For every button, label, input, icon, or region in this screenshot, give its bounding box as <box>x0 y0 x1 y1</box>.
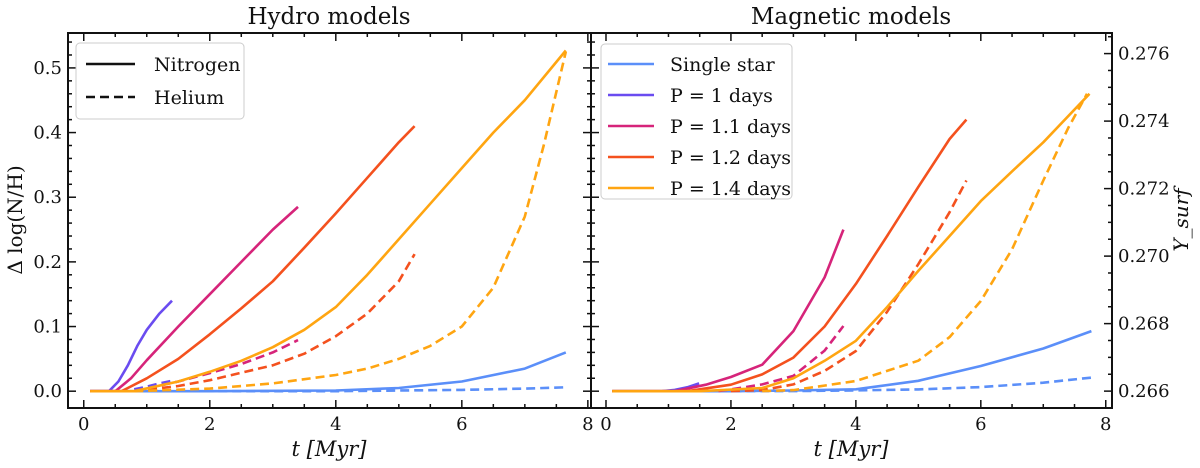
x-tick-label: 6 <box>456 414 467 435</box>
series-p-1-1-days-helium <box>718 325 845 393</box>
legend-label: Helium <box>154 87 224 109</box>
y-right-tick-label: 0.266 <box>1118 381 1170 402</box>
x-tick-label: 8 <box>582 414 593 435</box>
x-tick-label: 4 <box>330 414 341 435</box>
y-tick-label: 0.0 <box>33 381 62 402</box>
series-p-1-4-days-nitrogen <box>612 92 1091 393</box>
series-single-star-helium <box>134 386 566 393</box>
series-p-1-4-days-helium <box>762 93 1089 393</box>
x-tick-label: 2 <box>725 414 736 435</box>
y-tick-label: 0.2 <box>33 252 62 273</box>
xlabel-magnetic: t [Myr] <box>814 437 890 461</box>
y-right-tick-label: 0.274 <box>1118 111 1170 132</box>
xlabel-hydro: t [Myr] <box>292 437 368 461</box>
y-right-tick-label: 0.268 <box>1118 314 1170 335</box>
legend-quantity: Nitrogen Helium <box>75 42 245 120</box>
series-p-1-4-days-helium <box>134 51 568 393</box>
y-right-tick-label: 0.276 <box>1118 44 1170 65</box>
legend-label: P = 1.4 days <box>670 178 791 200</box>
y-tick-label: 0.4 <box>33 123 62 144</box>
y-tick-label: 0.3 <box>33 187 62 208</box>
y-tick-label: 0.5 <box>33 58 62 79</box>
legend-label: Nitrogen <box>154 54 241 76</box>
panel-magnetic: 0 2 4 6 8 0.266 0.268 0.270 0.272 0.274 0.276 <box>590 32 1170 435</box>
x-tick-label: 6 <box>975 414 986 435</box>
axes-frame <box>590 32 1113 409</box>
series-p-1-days-nitrogen <box>90 299 173 393</box>
series-p-1-2-days-helium <box>730 179 968 393</box>
y-right-tick-label: 0.272 <box>1118 179 1170 200</box>
series-p-1-1-days-nitrogen <box>90 205 299 393</box>
legend-label: Single star <box>670 54 776 76</box>
ylabel-right: Y_surf <box>1169 185 1193 252</box>
legend-box <box>600 43 793 200</box>
series-p-1-1-days-nitrogen <box>612 229 845 393</box>
x-tick-label: 0 <box>78 414 89 435</box>
series-p-1-2-days-nitrogen <box>90 125 416 393</box>
series-p-1-2-days-helium <box>134 253 416 393</box>
legend-models: Single star P = 1 days P = 1.1 days P = 1.2… <box>600 43 793 200</box>
series-p-1-2-days-nitrogen <box>612 118 968 393</box>
y-right-tick-label: 0.270 <box>1118 246 1170 267</box>
legend-label: P = 1.1 days <box>670 116 791 138</box>
legend-box <box>75 42 245 120</box>
title-hydro: Hydro models <box>247 4 410 30</box>
ylabel-left: Δ log(N/H) <box>3 165 27 274</box>
series-p-1-days-helium <box>133 379 173 391</box>
y-tick-label: 0.1 <box>33 317 62 338</box>
series-p-1-4-days-nitrogen <box>90 49 567 393</box>
title-magnetic: Magnetic models <box>751 4 951 30</box>
legend-label: P = 1 days <box>670 85 773 107</box>
x-tick-label: 2 <box>204 414 215 435</box>
x-tick-label: 4 <box>850 414 861 435</box>
legend-label: P = 1.2 days <box>670 147 791 169</box>
x-tick-label: 0 <box>600 414 611 435</box>
x-tick-label: 8 <box>1100 414 1111 435</box>
